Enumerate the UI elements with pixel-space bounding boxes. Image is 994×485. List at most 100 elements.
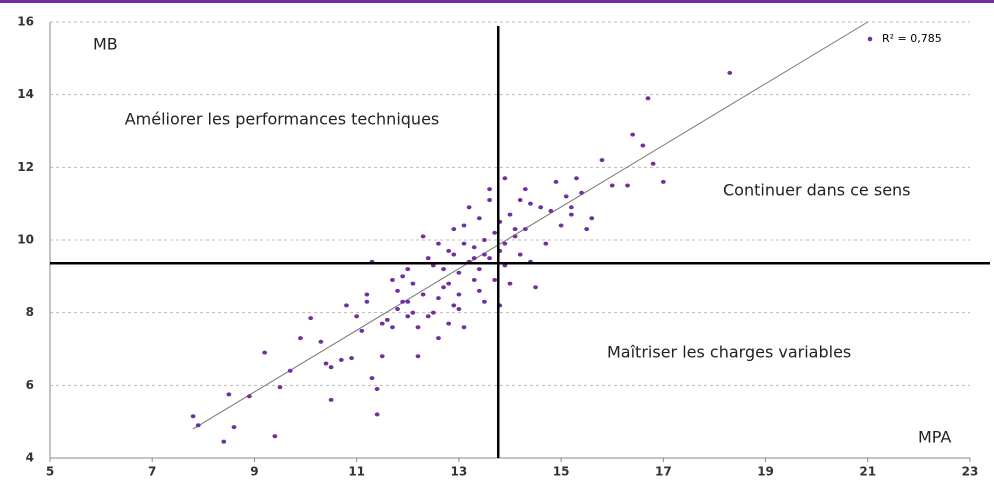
point	[379, 321, 385, 326]
point	[476, 267, 482, 272]
point	[645, 96, 651, 101]
point	[727, 70, 733, 75]
point	[400, 274, 406, 279]
point	[630, 132, 636, 137]
point	[374, 412, 380, 417]
point	[492, 230, 498, 235]
point	[482, 299, 487, 304]
point	[568, 205, 574, 210]
x-tick-label: 9	[250, 465, 258, 479]
point	[446, 321, 452, 326]
point	[507, 212, 513, 217]
point	[272, 434, 278, 439]
point	[650, 161, 656, 166]
point	[395, 307, 400, 312]
x-tick-label: 19	[757, 465, 774, 479]
y-tick-label: 16	[17, 15, 34, 29]
point	[420, 292, 426, 297]
point	[446, 281, 452, 286]
point	[430, 310, 436, 315]
x-tick-label: 13	[451, 465, 468, 479]
point	[461, 325, 467, 330]
y-axis-label: MB	[93, 35, 118, 54]
point	[323, 361, 329, 366]
point	[344, 303, 349, 308]
point	[195, 423, 201, 428]
point	[584, 227, 590, 232]
point	[451, 252, 457, 257]
point	[599, 158, 605, 163]
point	[410, 310, 416, 315]
point	[405, 299, 411, 304]
point	[390, 277, 395, 282]
point	[492, 277, 498, 282]
point	[287, 368, 293, 373]
point	[436, 336, 441, 341]
point	[466, 205, 472, 210]
y-tick-label: 6	[26, 378, 34, 392]
quadrant-label: Continuer dans ce sens	[723, 181, 911, 200]
x-tick-label: 17	[655, 465, 672, 479]
x-tick-label: 23	[962, 465, 979, 479]
x-tick-label: 21	[859, 465, 876, 479]
point	[517, 198, 523, 203]
point	[538, 205, 544, 210]
point	[543, 241, 549, 246]
point	[415, 354, 421, 359]
point	[456, 292, 462, 297]
point	[374, 386, 380, 391]
point	[364, 292, 370, 297]
point	[405, 267, 411, 272]
legend-label: R² = 0,785	[882, 32, 942, 45]
x-tick-label: 5	[46, 465, 54, 479]
point	[574, 176, 579, 181]
point	[640, 143, 646, 148]
point	[456, 270, 462, 275]
point	[364, 299, 370, 304]
point	[246, 394, 252, 399]
point	[221, 439, 227, 444]
point	[563, 194, 569, 199]
point	[476, 288, 482, 293]
point	[553, 179, 559, 184]
y-tick-label: 14	[17, 87, 34, 101]
point	[533, 285, 538, 290]
point	[318, 339, 324, 344]
point	[410, 281, 416, 286]
point	[660, 179, 666, 184]
point	[328, 397, 334, 402]
point	[277, 385, 283, 390]
point	[420, 234, 426, 239]
x-tick-label: 7	[148, 465, 156, 479]
point	[558, 223, 564, 228]
x-tick-label: 11	[348, 465, 365, 479]
point	[425, 256, 431, 261]
point	[461, 223, 467, 228]
point	[231, 425, 237, 430]
point	[507, 281, 513, 286]
point	[400, 299, 406, 304]
point	[436, 241, 441, 246]
point	[568, 212, 574, 217]
quadrant-label: Améliorer les performances techniques	[125, 110, 440, 129]
point	[522, 187, 528, 192]
point	[471, 245, 477, 250]
point	[338, 357, 344, 362]
y-tick-label: 4	[26, 451, 34, 465]
point	[441, 267, 446, 272]
point	[298, 336, 303, 341]
point	[512, 234, 518, 239]
point	[471, 256, 477, 261]
x-axis-label: MPA	[918, 428, 951, 447]
y-tick-label: 8	[26, 305, 34, 319]
top-border	[0, 0, 994, 3]
point	[471, 277, 477, 282]
point	[451, 303, 457, 308]
point	[625, 183, 630, 188]
point	[425, 314, 431, 319]
quadrant-label: Maîtriser les charges variables	[607, 343, 851, 362]
trendline	[192, 21, 869, 430]
point	[308, 316, 314, 321]
point	[395, 288, 400, 293]
